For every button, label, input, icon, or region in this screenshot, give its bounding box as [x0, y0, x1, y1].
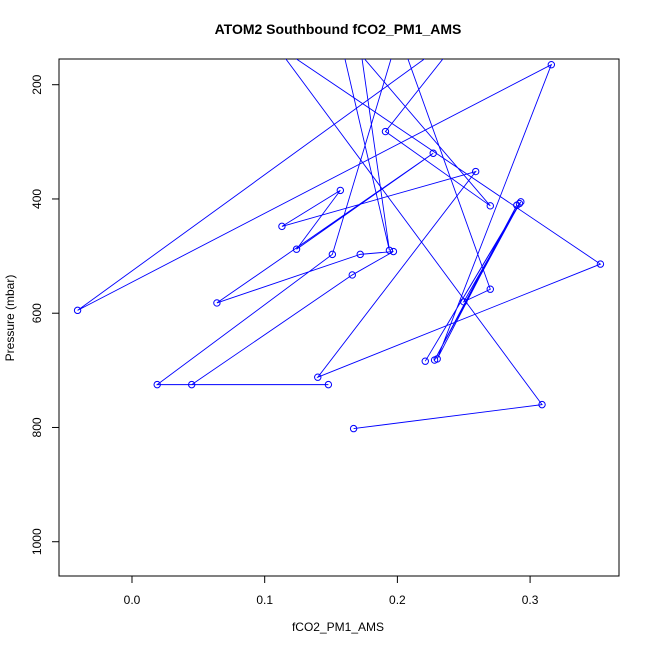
x-tick-label: 0.0: [124, 593, 141, 607]
data-point: [336, 186, 345, 195]
data-point: [328, 250, 337, 259]
data-point: [421, 357, 429, 365]
data-point: [278, 222, 286, 231]
y-tick-label: 600: [30, 303, 44, 323]
data-point: [356, 250, 364, 259]
x-tick-label: 0.2: [389, 593, 406, 607]
data-point: [513, 201, 521, 209]
chart-title: ATOM2 Southbound fCO2_PM1_AMS: [215, 21, 462, 37]
data-point: [213, 299, 221, 307]
data-point: [429, 149, 437, 157]
y-tick-label: 400: [30, 189, 44, 209]
data-point: [381, 127, 390, 136]
data-point: [389, 247, 398, 256]
series-layer: [73, 59, 605, 433]
data-point: [486, 285, 494, 293]
data-point: [314, 373, 322, 381]
data-point: [324, 380, 333, 389]
data-point: [153, 380, 161, 389]
x-axis: 0.0 0.1 0.2 0.3: [124, 576, 539, 607]
data-point: [460, 298, 468, 306]
y-tick-label: 800: [30, 417, 44, 437]
x-tick-label: 0.3: [522, 593, 539, 607]
data-point: [486, 202, 494, 210]
data-point: [292, 245, 301, 253]
y-axis: 200 400 600 800 1000: [30, 74, 59, 555]
y-tick-label: 1000: [30, 528, 44, 555]
data-point: [348, 271, 356, 279]
data-point: [433, 355, 441, 363]
data-point: [188, 380, 196, 389]
series-line: [77, 59, 602, 430]
y-axis-label: Pressure (mbar): [3, 275, 17, 362]
data-point: [471, 167, 480, 176]
x-axis-label: fCO2_PM1_AMS: [292, 620, 384, 634]
data-point: [538, 400, 546, 409]
data-point: [349, 424, 358, 433]
data-point: [596, 260, 605, 268]
plot-frame: [58, 58, 620, 577]
data-point: [73, 306, 82, 315]
x-tick-label: 0.1: [256, 593, 273, 607]
y-tick-label: 200: [30, 74, 44, 94]
data-point: [385, 246, 394, 255]
data-point: [547, 61, 556, 69]
